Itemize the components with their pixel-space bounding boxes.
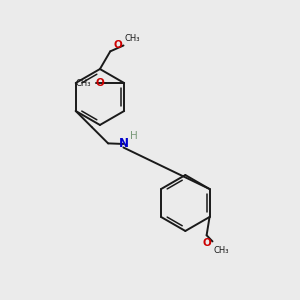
Text: CH₃: CH₃ [214, 246, 230, 255]
Text: O: O [202, 238, 211, 248]
Text: CH₃: CH₃ [125, 34, 140, 43]
Text: O: O [96, 78, 104, 88]
Text: CH₃: CH₃ [76, 79, 91, 88]
Text: O: O [114, 40, 122, 50]
Text: N: N [119, 137, 129, 150]
Text: H: H [130, 131, 138, 141]
